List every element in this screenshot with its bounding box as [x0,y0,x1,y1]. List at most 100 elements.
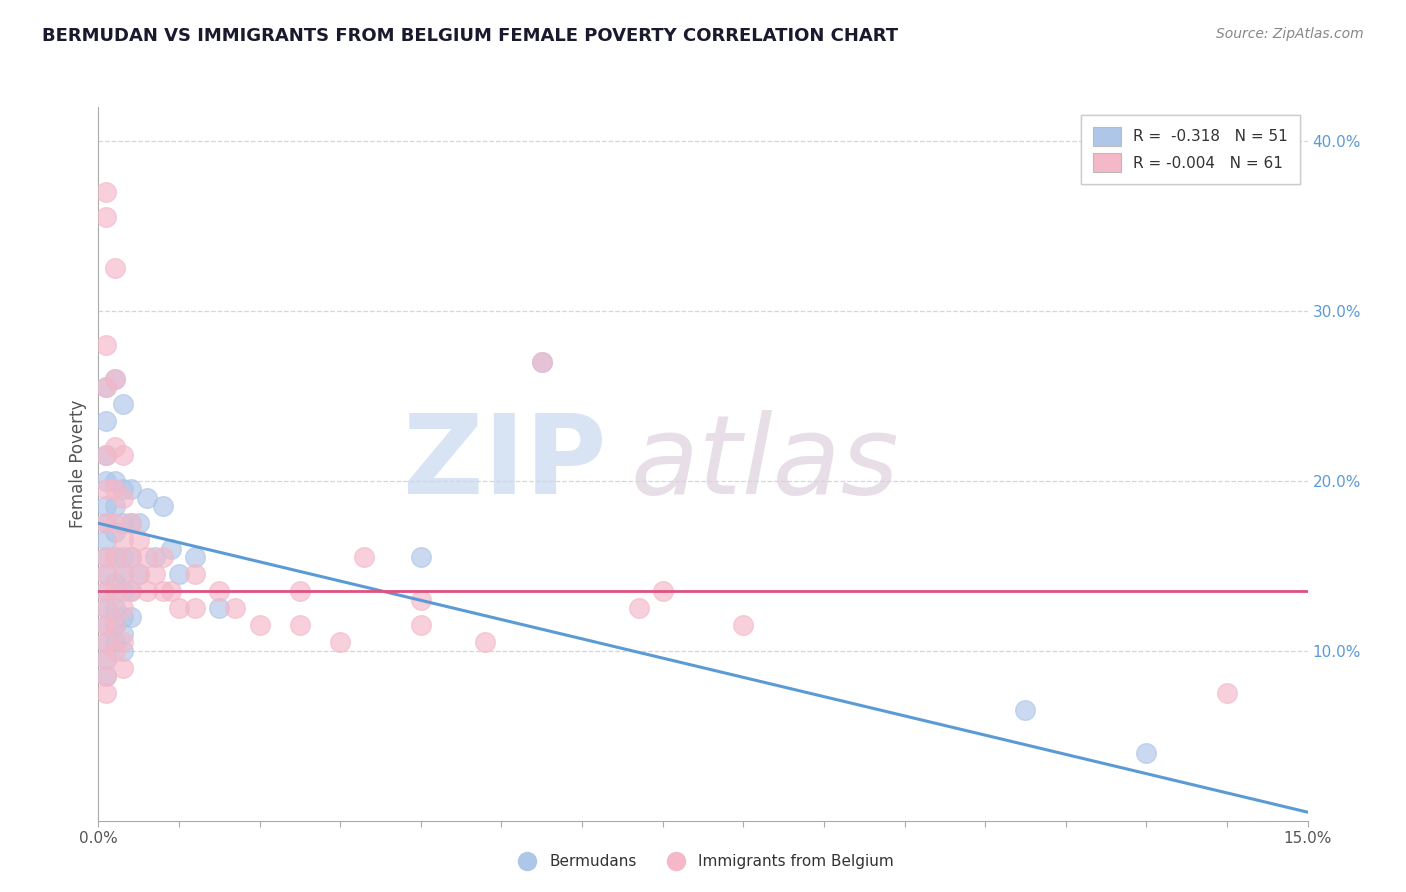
Point [103,440,125,454]
Point [627,601,650,615]
Point [111,626,134,640]
Point [111,567,134,582]
Point [111,567,134,582]
Point [96,652,118,666]
Point [120,584,142,599]
Point [135,491,157,505]
Point [184,601,207,615]
Point [135,584,157,599]
Point [96,483,118,497]
Point [103,474,125,488]
Point [128,567,150,582]
Point [152,500,174,514]
Point [111,601,134,615]
Point [530,355,553,369]
Point [96,211,118,225]
Point [96,618,118,632]
Point [111,644,134,658]
Point [96,567,118,582]
Point [103,550,125,565]
Point [96,652,118,666]
Point [1135,746,1157,760]
Point [96,185,118,199]
Point [143,550,166,565]
Point [103,372,125,386]
Point [96,550,118,565]
Point [96,635,118,649]
Point [152,550,174,565]
Point [120,516,142,531]
Point [96,533,118,548]
Point [96,448,118,462]
Point [120,584,142,599]
Point [96,338,118,352]
Point [167,601,190,615]
Point [184,567,207,582]
Point [96,474,118,488]
Point [103,618,125,632]
Text: ZIP: ZIP [404,410,606,517]
Point [111,491,134,505]
Point [128,567,150,582]
Point [288,618,311,632]
Legend: Bermudans, Immigrants from Belgium: Bermudans, Immigrants from Belgium [506,848,900,875]
Point [111,584,134,599]
Point [249,618,271,632]
Point [733,618,755,632]
Point [103,584,125,599]
Point [96,414,118,428]
Point [135,550,157,565]
Point [111,483,134,497]
Point [111,661,134,675]
Point [530,355,553,369]
Point [128,516,150,531]
Point [103,635,125,649]
Point [96,601,118,615]
Point [103,575,125,590]
Point [103,516,125,531]
Point [103,644,125,658]
Point [474,635,496,649]
Point [111,550,134,565]
Point [120,516,142,531]
Point [224,601,246,615]
Point [96,380,118,394]
Point [651,584,673,599]
Point [96,567,118,582]
Point [120,550,142,565]
Point [96,635,118,649]
Point [96,516,118,531]
Point [103,372,125,386]
Point [96,448,118,462]
Point [353,550,375,565]
Point [184,550,207,565]
Legend: R =  -0.318   N = 51, R = -0.004   N = 61: R = -0.318 N = 51, R = -0.004 N = 61 [1081,115,1301,184]
Point [128,533,150,548]
Point [409,618,432,632]
Point [111,533,134,548]
Point [111,397,134,411]
Point [120,550,142,565]
Point [208,601,231,615]
Point [208,584,231,599]
Point [96,584,118,599]
Point [96,601,118,615]
Point [96,669,118,683]
Point [96,686,118,700]
Point [103,618,125,632]
Point [96,669,118,683]
Point [111,609,134,624]
Point [96,550,118,565]
Point [103,261,125,276]
Point [111,448,134,462]
Point [409,550,432,565]
Point [103,601,125,615]
Point [1014,703,1036,717]
Y-axis label: Female Poverty: Female Poverty [69,400,87,528]
Point [96,500,118,514]
Point [96,584,118,599]
Point [1216,686,1239,700]
Text: atlas: atlas [630,410,898,517]
Point [160,541,183,556]
Point [111,516,134,531]
